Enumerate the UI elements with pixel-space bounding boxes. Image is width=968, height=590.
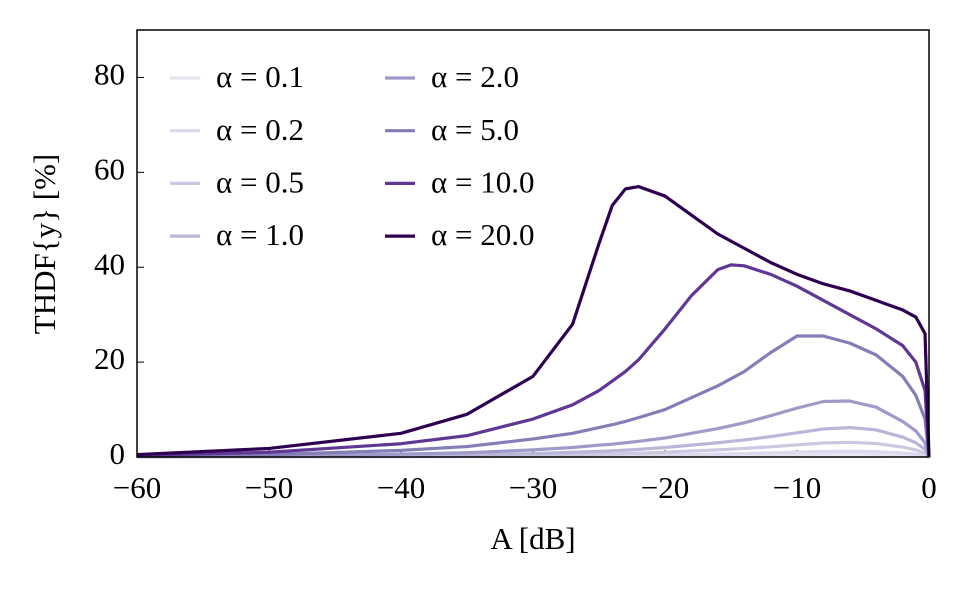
legend-label: α = 0.1 — [216, 59, 304, 94]
x-tick-label: −10 — [773, 470, 821, 505]
series-line — [136, 399, 931, 459]
y-tick-label: 40 — [94, 246, 125, 281]
x-axis-label: A [dB] — [490, 521, 575, 556]
x-tick-label: −20 — [641, 470, 689, 505]
y-tick-label: 20 — [94, 341, 125, 376]
legend-label: α = 20.0 — [431, 217, 534, 252]
series-line — [136, 263, 931, 458]
x-tick-label: 0 — [921, 470, 937, 505]
legend-label: α = 2.0 — [431, 59, 519, 94]
y-tick-label: 80 — [94, 57, 125, 92]
series-line — [136, 184, 931, 458]
y-tick-label: 0 — [110, 436, 126, 471]
legend-label: α = 0.5 — [216, 165, 304, 200]
x-tick-label: −30 — [509, 470, 557, 505]
series-line — [136, 425, 931, 459]
y-axis-label: THDF{y} [%] — [27, 154, 62, 334]
x-tick-label: −50 — [245, 470, 293, 505]
series-line — [136, 334, 931, 458]
legend-label: α = 5.0 — [431, 112, 519, 147]
plot-frame — [136, 29, 930, 458]
legend-label: α = 10.0 — [431, 165, 534, 200]
x-tick-label: −40 — [377, 470, 425, 505]
legend-label: α = 1.0 — [216, 217, 304, 252]
y-tick-label: 60 — [94, 151, 125, 186]
legend-label: α = 0.2 — [216, 112, 304, 147]
x-tick-label: −60 — [113, 470, 161, 505]
